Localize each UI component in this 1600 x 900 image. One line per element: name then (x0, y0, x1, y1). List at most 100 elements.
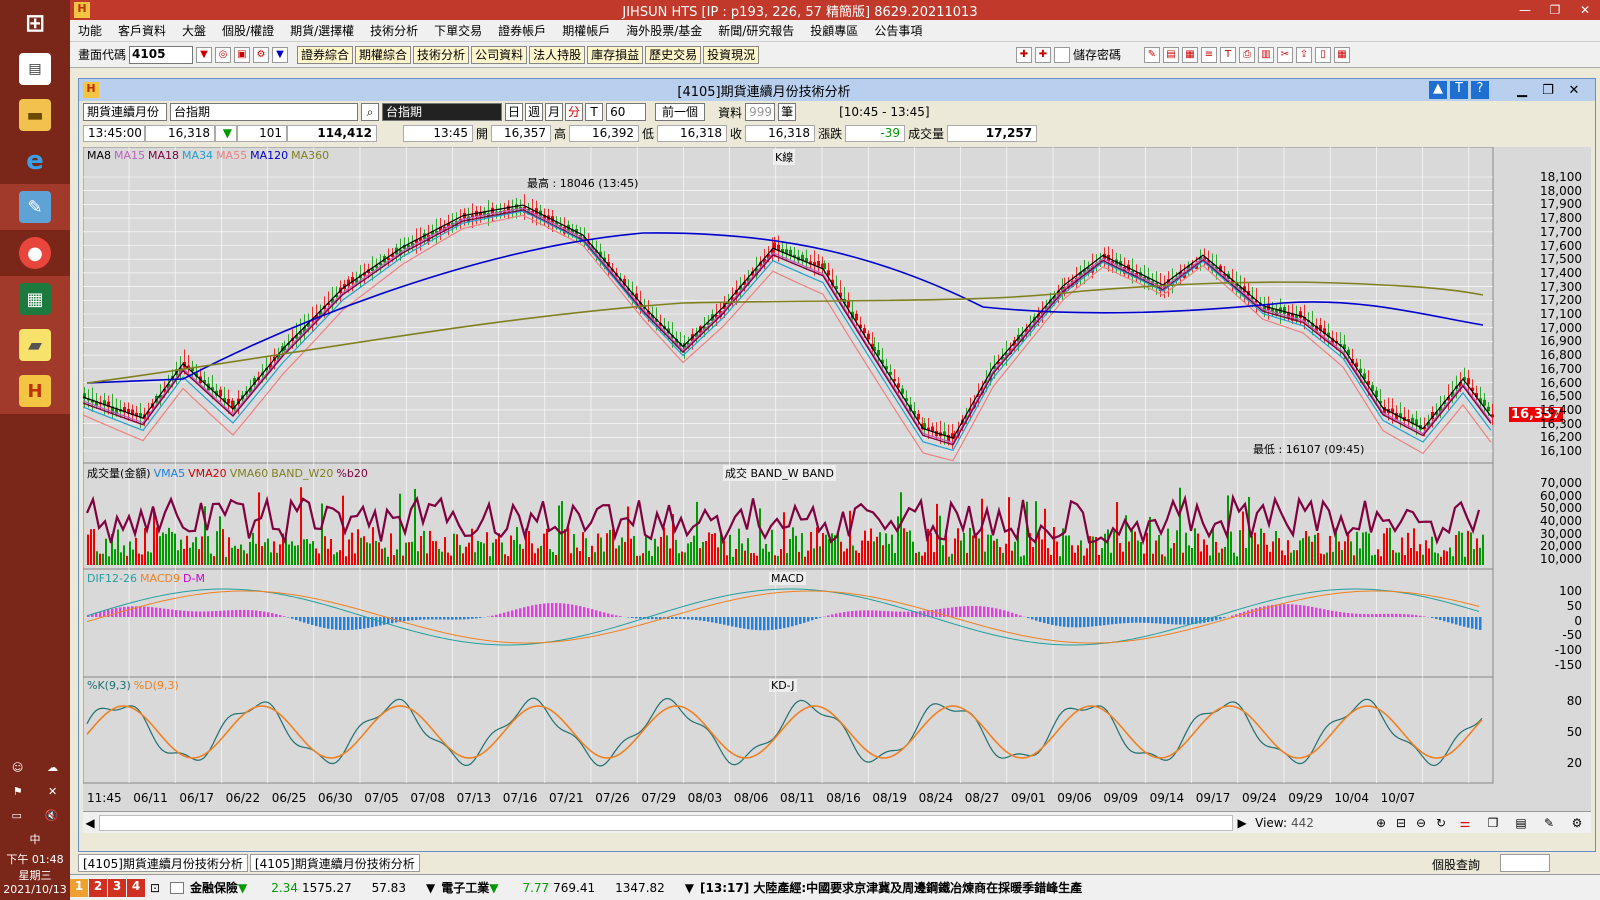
menu-item-4[interactable]: 期貨/選擇權 (290, 24, 355, 38)
sticky-notes-icon[interactable]: ▰ (0, 322, 70, 368)
flag-icon[interactable]: ⚑ (12, 784, 23, 798)
paint-icon[interactable]: ✎ (0, 184, 70, 230)
menu-item-7[interactable]: 證券帳戶 (498, 24, 547, 38)
scroll-left-icon[interactable]: ◀ (85, 815, 95, 830)
draw-pen-icon[interactable]: ✎ (1543, 815, 1555, 830)
window-tab[interactable]: [4105]期貨連續月份技術分析 (78, 854, 248, 872)
menu-item-9[interactable]: 海外股票/基金 (626, 24, 703, 38)
clock-date[interactable]: 2021/10/13 (3, 883, 67, 896)
symbol-search-icon[interactable]: ⌕ (361, 103, 379, 121)
text-icon[interactable]: T (1220, 46, 1236, 63)
stock-query-label[interactable]: 個股查詢 (1432, 858, 1481, 872)
search-icon[interactable]: ◎ (215, 46, 232, 63)
view-value[interactable]: 442 (1291, 815, 1314, 830)
list-icon[interactable]: ≡ (1201, 46, 1217, 63)
chart-scrollbar[interactable]: ◀ ▶ View: 442 ⊕ ⊟ ⊖ ↻ ⚌ ❐ ▤ ✎ ⚙ (83, 811, 1591, 833)
menu-icon[interactable]: ▼ (272, 46, 289, 63)
menu-item-8[interactable]: 期權帳戶 (562, 24, 611, 38)
menu-item-3[interactable]: 個股/權證 (222, 24, 275, 38)
period-button-1[interactable]: 週 (525, 103, 544, 121)
menu-item-5[interactable]: 技術分析 (370, 24, 419, 38)
minimize-button[interactable]: — (1519, 3, 1531, 17)
edit-icon[interactable]: ✎ (1144, 46, 1160, 63)
scroll-right-icon[interactable]: ▶ (1237, 815, 1247, 830)
volume-icon[interactable]: 🔇 (44, 808, 59, 822)
code-input[interactable]: 4105 (129, 45, 194, 64)
toolbar-button-6[interactable]: 歷史交易 (645, 45, 702, 64)
news-ticker[interactable]: [13:17] 大陸產經:中國要求京津冀及周邊鋼鐵冶煉商在採暖季錯峰生產 (700, 881, 1083, 895)
menu-item-0[interactable]: 功能 (78, 24, 103, 38)
ticker-checkbox[interactable] (170, 881, 184, 894)
ticker2-dropdown-icon[interactable]: ▼ (684, 880, 695, 895)
chrome-icon[interactable]: ● (0, 230, 70, 276)
chart-restore-button[interactable]: ❐ (1542, 82, 1554, 98)
symbol-input[interactable]: 台指期 (170, 103, 358, 121)
page-number-tab[interactable]: 3 (108, 878, 126, 897)
lock-icon[interactable]: ⊡ (149, 880, 161, 895)
toolbar-button-5[interactable]: 庫存損益 (587, 45, 644, 64)
prev-button[interactable]: 前一個 (655, 103, 706, 121)
technical-chart[interactable]: MA8 MA15 MA18 MA34 MA55 MA120 MA360 K線 最高 : 18… (83, 147, 1591, 827)
fit-icon[interactable]: ⊟ (1395, 815, 1407, 830)
tools-icon[interactable]: ✂ (1277, 46, 1293, 63)
windows-start-icon[interactable]: ⊞ (24, 9, 46, 37)
data-count-input[interactable]: 999 (745, 103, 776, 121)
layout-icon[interactable]: ▥ (1258, 46, 1274, 63)
toolbar-button-0[interactable]: 證券綜合 (297, 45, 354, 64)
save-password-checkbox[interactable] (1053, 46, 1070, 63)
interval-select[interactable]: 60 (606, 103, 647, 121)
clock-time[interactable]: 下午 01:48 (6, 853, 64, 866)
refresh-icon[interactable]: ↻ (1435, 815, 1447, 830)
close-button[interactable]: ✕ (1579, 3, 1591, 17)
copy-icon[interactable]: ❐ (1487, 815, 1499, 830)
dropdown-arrow-icon[interactable]: ▼ (196, 46, 213, 63)
zoom-out-icon[interactable]: ⊖ (1415, 815, 1427, 830)
table-icon[interactable]: ▦ (1182, 46, 1198, 63)
menu-item-11[interactable]: 投顧專區 (810, 24, 859, 38)
remove-icon[interactable]: ✚ (1034, 46, 1051, 63)
people-icon[interactable]: ☺ (11, 760, 24, 774)
menu-item-6[interactable]: 下單交易 (434, 24, 483, 38)
page-number-tab[interactable]: 1 (70, 878, 88, 897)
toolbar-button-2[interactable]: 技術分析 (413, 45, 470, 64)
zoom-in-icon[interactable]: ⊕ (1375, 815, 1387, 830)
chart-settings-icon[interactable]: ⚙ (1571, 815, 1583, 830)
contract-select[interactable]: 期貨連續月份 (83, 103, 167, 121)
ime-indicator[interactable]: 中 (29, 833, 41, 846)
chart-canvas[interactable] (83, 147, 1591, 807)
grid-icon[interactable]: ▦ (1334, 46, 1350, 63)
add-icon[interactable]: ✚ (1015, 46, 1032, 63)
toolbar-button-7[interactable]: 投資現況 (703, 45, 760, 64)
cloud-icon[interactable]: ☁ (47, 760, 59, 774)
chart-minimize-button[interactable]: ▁ (1517, 82, 1527, 98)
period-button-4[interactable]: T (585, 103, 604, 121)
toolbar-button-3[interactable]: 公司資料 (471, 45, 528, 64)
indicator-icon[interactable]: ⚌ (1459, 815, 1471, 830)
stock-query-input[interactable] (1500, 854, 1550, 872)
spreadsheet-icon[interactable]: ▦ (0, 276, 70, 322)
menu-item-10[interactable]: 新聞/研究報告 (718, 24, 795, 38)
chart-close-button[interactable]: ✕ (1568, 82, 1580, 98)
display-icon[interactable]: ▭ (11, 808, 22, 822)
window-list-icon[interactable]: ▤ (1515, 815, 1527, 830)
menu-item-2[interactable]: 大盤 (182, 24, 207, 38)
period-button-2[interactable]: 月 (545, 103, 564, 121)
chart-icon[interactable]: ▤ (1163, 46, 1179, 63)
doc-icon[interactable]: ▯ (1315, 46, 1331, 63)
window-icon[interactable]: ▣ (234, 46, 251, 63)
settings-icon[interactable]: ⚙ (253, 46, 270, 63)
print-icon[interactable]: ⎙ (1239, 46, 1255, 63)
network-icon[interactable]: ✕ (48, 784, 58, 798)
toolbar-button-1[interactable]: 期權綜合 (355, 45, 412, 64)
text-mode-icon[interactable]: T (1450, 81, 1468, 99)
period-button-3[interactable]: 分 (565, 103, 584, 121)
clock-weekday[interactable]: 星期三 (18, 869, 52, 882)
export-icon[interactable]: ⇪ (1296, 46, 1312, 63)
page-number-tab[interactable]: 2 (89, 878, 107, 897)
jihsun-hts-icon[interactable]: H (0, 368, 70, 414)
period-button-0[interactable]: 日 (505, 103, 524, 121)
page-number-tab[interactable]: 4 (127, 878, 145, 897)
internet-explorer-icon[interactable]: e (26, 146, 44, 176)
ticker1-dropdown-icon[interactable]: ▼ (425, 880, 436, 895)
sort-up-icon[interactable]: ▲ (1429, 81, 1447, 99)
